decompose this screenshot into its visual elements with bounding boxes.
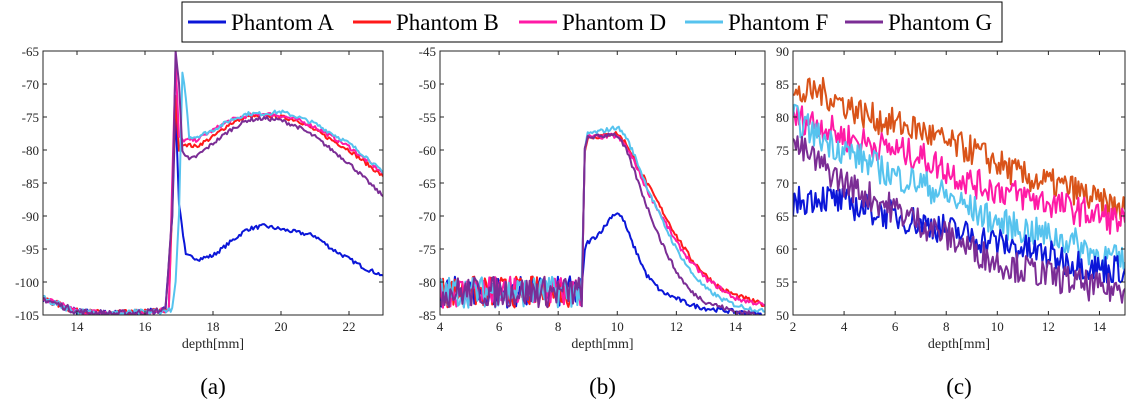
y-tick-label: 50	[776, 308, 789, 323]
x-tick-label: 8	[555, 319, 562, 334]
legend-entry: Phantom G	[888, 10, 992, 35]
x-tick-label: 6	[892, 319, 899, 334]
y-tick-label: -100	[15, 275, 39, 290]
y-tick-label: -105	[15, 308, 39, 323]
x-tick-label: 20	[275, 319, 288, 334]
y-tick-label: 80	[776, 110, 789, 125]
legend-entry: Phantom F	[728, 10, 828, 35]
panel-caption: (a)	[200, 374, 226, 399]
y-tick-label: -70	[419, 209, 436, 224]
x-tick-label: 10	[991, 319, 1004, 334]
y-tick-label: 90	[776, 44, 789, 59]
y-tick-label: -65	[22, 44, 39, 59]
series-line	[43, 110, 383, 315]
y-tick-label: 75	[776, 143, 789, 158]
x-axis-label: depth[mm]	[571, 337, 633, 352]
y-tick-label: 85	[776, 77, 789, 92]
x-tick-label: 4	[841, 319, 848, 334]
y-tick-label: -85	[419, 308, 436, 323]
y-tick-label: 60	[776, 242, 789, 257]
x-tick-label: 2	[790, 319, 797, 334]
y-tick-label: -50	[419, 77, 436, 92]
x-tick-label: 14	[1093, 319, 1107, 334]
legend: Phantom A Phantom B Phantom D Phantom F Phan…	[181, 1, 1003, 43]
x-axis-label: depth[mm]	[928, 337, 990, 352]
x-tick-label: 22	[343, 319, 356, 334]
x-tick-label: 14	[71, 319, 85, 334]
x-axis-label: depth[mm]	[182, 337, 244, 352]
chart-c: 2 4 6 8 10 12 14 50 55 60 65 70 75 80 85 90 depth[mm] (c)	[776, 44, 1126, 399]
y-tick-label: -75	[419, 242, 436, 257]
series-line	[440, 132, 765, 309]
x-tick-label: 18	[207, 319, 220, 334]
chart-a: 14 16 18 20 22 -105 -100 -95 -90 -85 -80 -75 -70 -65 d…	[15, 44, 384, 399]
x-tick-label: 8	[943, 319, 950, 334]
series-line	[793, 105, 1125, 235]
plot-area	[440, 125, 765, 315]
x-tick-label: 16	[139, 319, 153, 334]
series-line	[43, 62, 383, 315]
series-line	[793, 135, 1125, 304]
y-tick-label: -65	[419, 176, 436, 191]
y-tick-label: -60	[419, 143, 436, 158]
y-tick-label: -80	[22, 143, 39, 158]
x-tick-label: 12	[670, 319, 683, 334]
axes-box	[42, 50, 384, 316]
x-tick-label: 4	[437, 319, 444, 334]
y-tick-label: -80	[419, 275, 436, 290]
y-tick-label: -55	[419, 110, 436, 125]
series-line	[793, 76, 1125, 221]
chart-b: 4 6 8 10 12 14 -85 -80 -75 -70 -65 -60 -55 -50 -45 dept…	[419, 44, 766, 399]
legend-entry: Phantom B	[396, 10, 499, 35]
x-tick-label: 6	[496, 319, 503, 334]
y-tick-label: -70	[22, 77, 39, 92]
series-line	[440, 132, 765, 315]
y-tick-label: -85	[22, 176, 39, 191]
axes-box	[439, 50, 766, 316]
y-tick-label: -45	[419, 44, 436, 59]
series-line	[43, 51, 383, 315]
x-tick-label: 12	[1042, 319, 1055, 334]
series-line	[793, 103, 1125, 272]
plot-area	[793, 76, 1125, 304]
y-tick-label: 65	[776, 209, 789, 224]
plot-area	[43, 51, 383, 315]
legend-entry: Phantom A	[231, 10, 334, 35]
y-tick-label: 70	[776, 176, 789, 191]
y-tick-label: -75	[22, 110, 39, 125]
series-line	[43, 71, 383, 315]
y-tick-label: 55	[776, 275, 789, 290]
x-tick-label: 14	[729, 319, 743, 334]
x-tick-label: 10	[611, 319, 624, 334]
legend-entry: Phantom D	[562, 10, 666, 35]
panel-caption: (b)	[589, 374, 616, 399]
panel-caption: (c)	[946, 374, 972, 399]
y-tick-label: -95	[22, 242, 39, 257]
y-tick-label: -90	[22, 209, 39, 224]
